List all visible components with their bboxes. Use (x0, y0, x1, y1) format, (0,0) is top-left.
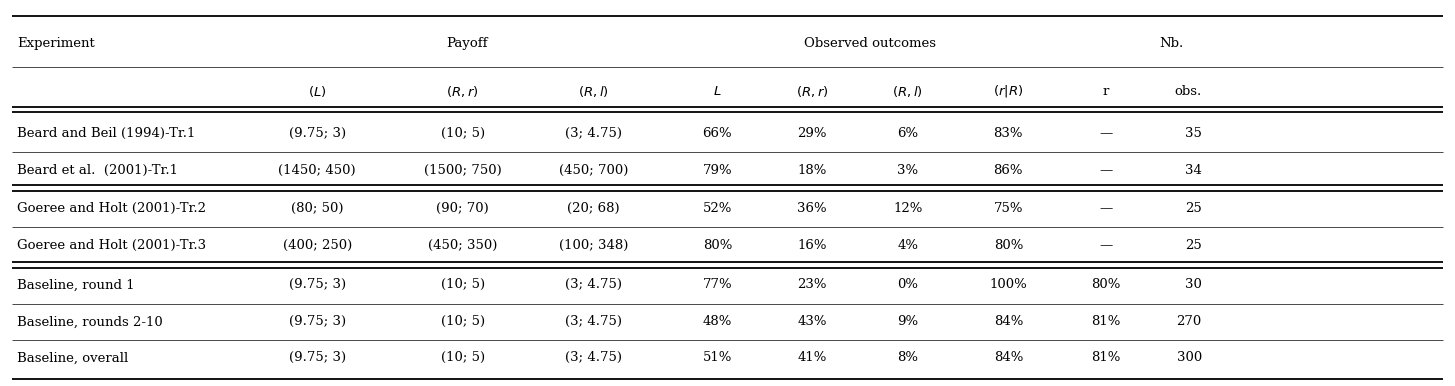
Text: 23%: 23% (797, 278, 826, 291)
Text: 84%: 84% (994, 351, 1023, 364)
Text: 86%: 86% (994, 164, 1023, 177)
Text: 48%: 48% (703, 315, 732, 328)
Text: 3%: 3% (898, 164, 918, 177)
Text: (3; 4.75): (3; 4.75) (565, 278, 623, 291)
Text: $(R, l)$: $(R, l)$ (892, 84, 924, 99)
Text: (450; 350): (450; 350) (428, 239, 498, 252)
Text: $(L)$: $(L)$ (308, 84, 326, 99)
Text: (9.75; 3): (9.75; 3) (288, 351, 346, 364)
Text: 4%: 4% (898, 239, 918, 252)
Text: 41%: 41% (797, 351, 826, 364)
Text: (400; 250): (400; 250) (282, 239, 352, 252)
Text: 35: 35 (1184, 127, 1202, 140)
Text: 0%: 0% (898, 278, 918, 291)
Text: Goeree and Holt (2001)-Tr.3: Goeree and Holt (2001)-Tr.3 (17, 239, 207, 252)
Text: (10; 5): (10; 5) (441, 351, 485, 364)
Text: $(R, r)$: $(R, r)$ (447, 84, 479, 99)
Text: (10; 5): (10; 5) (441, 127, 485, 140)
Text: Baseline, rounds 2-10: Baseline, rounds 2-10 (17, 315, 163, 328)
Text: r: r (1103, 85, 1109, 98)
Text: 270: 270 (1177, 315, 1202, 328)
Text: Experiment: Experiment (17, 37, 95, 50)
Text: 29%: 29% (797, 127, 826, 140)
Text: 75%: 75% (994, 202, 1023, 215)
Text: 81%: 81% (1091, 315, 1120, 328)
Text: Baseline, overall: Baseline, overall (17, 351, 128, 364)
Text: —: — (1099, 202, 1113, 215)
Text: (10; 5): (10; 5) (441, 278, 485, 291)
Text: 83%: 83% (994, 127, 1023, 140)
Text: (450; 700): (450; 700) (559, 164, 629, 177)
Text: (90; 70): (90; 70) (436, 202, 489, 215)
Text: (3; 4.75): (3; 4.75) (565, 351, 623, 364)
Text: $(R, l)$: $(R, l)$ (578, 84, 610, 99)
Text: 25: 25 (1184, 239, 1202, 252)
Text: (9.75; 3): (9.75; 3) (288, 127, 346, 140)
Text: 9%: 9% (898, 315, 918, 328)
Text: Beard and Beil (1994)-Tr.1: Beard and Beil (1994)-Tr.1 (17, 127, 196, 140)
Text: 16%: 16% (797, 239, 826, 252)
Text: Baseline, round 1: Baseline, round 1 (17, 278, 135, 291)
Text: 43%: 43% (797, 315, 826, 328)
Text: 100%: 100% (989, 278, 1027, 291)
Text: 34: 34 (1184, 164, 1202, 177)
Text: (1500; 750): (1500; 750) (423, 164, 502, 177)
Text: —: — (1099, 127, 1113, 140)
Text: (9.75; 3): (9.75; 3) (288, 315, 346, 328)
Text: 6%: 6% (898, 127, 918, 140)
Text: 36%: 36% (797, 202, 826, 215)
Text: Beard et al.  (2001)-Tr.1: Beard et al. (2001)-Tr.1 (17, 164, 179, 177)
Text: 300: 300 (1177, 351, 1202, 364)
Text: 8%: 8% (898, 351, 918, 364)
Text: 80%: 80% (994, 239, 1023, 252)
Text: $(r|R)$: $(r|R)$ (994, 83, 1023, 99)
Text: (3; 4.75): (3; 4.75) (565, 127, 623, 140)
Text: obs.: obs. (1174, 85, 1202, 98)
Text: 30: 30 (1184, 278, 1202, 291)
Text: (10; 5): (10; 5) (441, 315, 485, 328)
Text: (100; 348): (100; 348) (559, 239, 629, 252)
Text: 80%: 80% (1091, 278, 1120, 291)
Text: 79%: 79% (703, 164, 732, 177)
Text: Observed outcomes: Observed outcomes (805, 37, 936, 50)
Text: 51%: 51% (703, 351, 732, 364)
Text: 77%: 77% (703, 278, 732, 291)
Text: Nb.: Nb. (1160, 37, 1183, 50)
Text: (9.75; 3): (9.75; 3) (288, 278, 346, 291)
Text: 66%: 66% (703, 127, 732, 140)
Text: —: — (1099, 239, 1113, 252)
Text: 18%: 18% (797, 164, 826, 177)
Text: (1450; 450): (1450; 450) (278, 164, 356, 177)
Text: 12%: 12% (893, 202, 922, 215)
Text: 25: 25 (1184, 202, 1202, 215)
Text: (20; 68): (20; 68) (567, 202, 620, 215)
Text: Goeree and Holt (2001)-Tr.2: Goeree and Holt (2001)-Tr.2 (17, 202, 207, 215)
Text: $L$: $L$ (713, 85, 722, 98)
Text: 52%: 52% (703, 202, 732, 215)
Text: $(R, r)$: $(R, r)$ (796, 84, 828, 99)
Text: 80%: 80% (703, 239, 732, 252)
Text: —: — (1099, 164, 1113, 177)
Text: 84%: 84% (994, 315, 1023, 328)
Text: (80; 50): (80; 50) (291, 202, 343, 215)
Text: 81%: 81% (1091, 351, 1120, 364)
Text: Payoff: Payoff (447, 37, 487, 50)
Text: (3; 4.75): (3; 4.75) (565, 315, 623, 328)
